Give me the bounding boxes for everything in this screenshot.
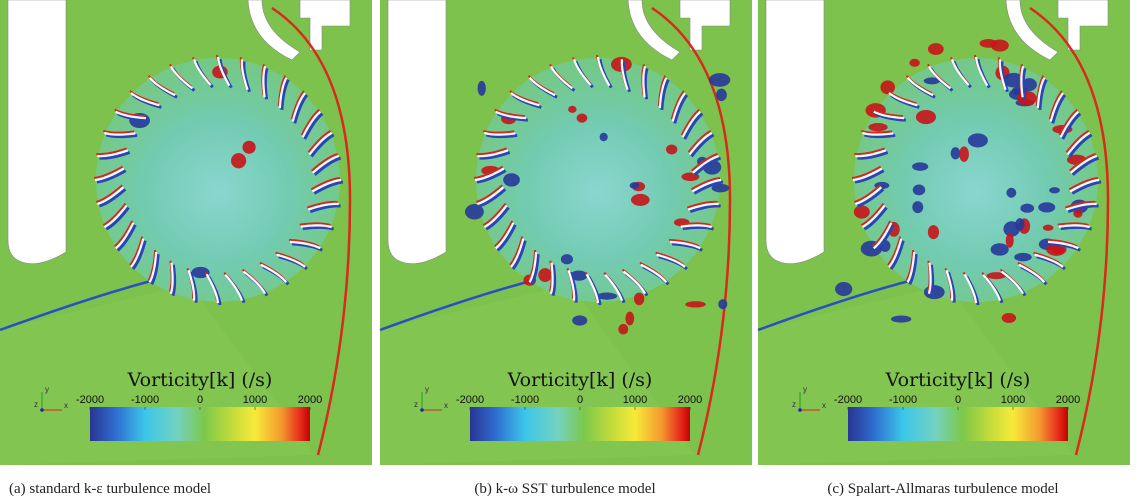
vortex — [909, 59, 919, 67]
vortex — [868, 123, 887, 131]
wall — [766, 0, 824, 264]
axis-label: x — [822, 401, 826, 410]
colorbar — [470, 407, 690, 441]
colorbar-title: Vorticity[k] (/s) — [507, 369, 653, 391]
blade-wake — [1061, 227, 1092, 229]
vortex — [913, 184, 926, 195]
vortex — [631, 194, 650, 206]
axis-origin — [420, 408, 424, 412]
colorbar-tick-label: -1000 — [131, 394, 159, 406]
vortex — [716, 89, 727, 101]
caption: (a) standard k-ε turbulence model — [9, 481, 211, 497]
colorbar-title: Vorticity[k] (/s) — [127, 369, 273, 391]
vortex — [1020, 204, 1034, 213]
vortex — [912, 162, 928, 171]
blade-wake — [1023, 68, 1025, 99]
vortex — [968, 133, 988, 147]
axis-label: x — [444, 401, 448, 410]
vortex — [600, 133, 608, 141]
vortex — [991, 243, 1009, 255]
axis-label: z — [34, 400, 38, 409]
vortex — [880, 80, 895, 94]
axis-label: x — [64, 401, 68, 410]
colorbar-tick-label: -2000 — [456, 394, 484, 406]
vortex — [1006, 188, 1016, 198]
colorbar — [848, 407, 1068, 441]
vortex — [916, 110, 936, 124]
vortex — [1043, 225, 1054, 231]
axis-label: y — [45, 385, 49, 394]
axis-origin — [40, 408, 44, 412]
vortex — [928, 43, 944, 55]
vortex — [1014, 253, 1031, 261]
vortex — [572, 315, 587, 325]
colorbar — [90, 407, 310, 441]
wall — [388, 0, 446, 264]
vortex — [503, 173, 520, 186]
vortex — [891, 316, 911, 323]
figure: Vorticity[k] (/s) -2000 -1000 0 1000 2000 y x z (… — [0, 0, 1143, 501]
colorbar-tick-label: 0 — [197, 394, 203, 406]
vortex — [924, 285, 945, 299]
vortex — [1049, 187, 1060, 193]
axis-label: z — [792, 400, 796, 409]
vortex — [1002, 313, 1016, 323]
panel: Vorticity[k] (/s) -2000 -1000 0 1000 2000 y x z (… — [380, 0, 752, 497]
colorbar-tick-label: 1000 — [623, 394, 647, 406]
colorbar-tick-label: 0 — [955, 394, 961, 406]
colorbar-tick-label: 2000 — [298, 394, 322, 406]
colorbar-tick-label: 1000 — [1001, 394, 1025, 406]
vortex — [577, 113, 588, 122]
colorbar-tick-label: -1000 — [889, 394, 917, 406]
vortex — [854, 205, 870, 218]
vortex — [835, 282, 852, 296]
vortex — [1038, 202, 1055, 212]
caption: (c) Spalart-Allmaras turbulence model — [827, 481, 1058, 497]
vortex — [685, 301, 706, 307]
axis-label: z — [414, 400, 418, 409]
vortex — [709, 73, 730, 87]
blade-wake — [265, 68, 267, 99]
axis-label: y — [425, 385, 429, 394]
vortex — [912, 201, 923, 213]
wall — [8, 0, 66, 264]
colorbar-tick-label: 0 — [577, 394, 583, 406]
colorbar-tick-label: 2000 — [678, 394, 702, 406]
vortex — [618, 324, 628, 335]
vortex — [959, 146, 969, 161]
panel: Vorticity[k] (/s) -2000 -1000 0 1000 2000 y x z (… — [0, 0, 372, 497]
colorbar-tick-label: 2000 — [1056, 394, 1080, 406]
caption: (b) k-ω SST turbulence model — [474, 481, 655, 497]
vortex — [1017, 91, 1037, 106]
vortex — [980, 39, 998, 48]
blade-wake — [683, 227, 714, 229]
colorbar-tick-label: 1000 — [243, 394, 267, 406]
axis-label: y — [803, 385, 807, 394]
vortex — [231, 153, 246, 168]
vortex — [538, 268, 551, 282]
vortex — [568, 106, 576, 113]
vortex — [951, 147, 961, 159]
vortex — [478, 81, 486, 96]
vortex — [1015, 218, 1024, 230]
colorbar-title: Vorticity[k] (/s) — [885, 369, 1031, 391]
vortex — [718, 299, 727, 309]
vortex — [625, 312, 634, 326]
panel: Vorticity[k] (/s) -2000 -1000 0 1000 2000 y x z (… — [758, 0, 1130, 497]
colorbar-tick-label: -1000 — [511, 394, 539, 406]
vortex — [242, 141, 255, 154]
vortex — [928, 225, 939, 239]
colorbar-tick-label: -2000 — [76, 394, 104, 406]
blade-wake — [645, 68, 647, 99]
blade-wake — [303, 227, 334, 229]
vortex — [1006, 233, 1014, 247]
vortex — [666, 144, 677, 154]
vortex — [561, 254, 573, 264]
vortex — [1051, 246, 1064, 254]
axis-origin — [798, 408, 802, 412]
colorbar-tick-label: -2000 — [834, 394, 862, 406]
vortex — [630, 182, 640, 189]
vortex — [634, 293, 644, 306]
